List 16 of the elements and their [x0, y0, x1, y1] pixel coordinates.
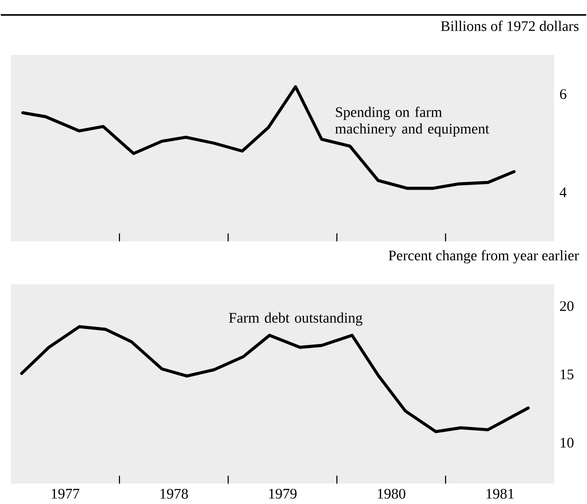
series-label: Spending on farm machinery and equipment — [335, 106, 490, 137]
y-axis-title: Billions of 1972 dollars — [440, 20, 579, 32]
line-series — [21, 85, 516, 190]
x-tick-label: 1980 — [378, 489, 406, 499]
x-tick-label: 1977 — [52, 489, 80, 499]
y-tick-label: 4 — [560, 188, 567, 198]
x-tick-label: 1981 — [486, 489, 514, 499]
y-axis-title: Percent change from year earlier — [388, 250, 579, 264]
series-label: Farm debt outstanding — [229, 312, 362, 326]
y-tick-label: 15 — [560, 370, 574, 380]
y-tick-label: 6 — [560, 89, 566, 100]
y-tick-label: 20 — [560, 301, 574, 312]
x-tick-label: 1979 — [269, 489, 297, 499]
y-tick-label: 10 — [560, 438, 574, 448]
x-tick-label: 1978 — [160, 489, 188, 499]
line-series — [20, 325, 530, 434]
